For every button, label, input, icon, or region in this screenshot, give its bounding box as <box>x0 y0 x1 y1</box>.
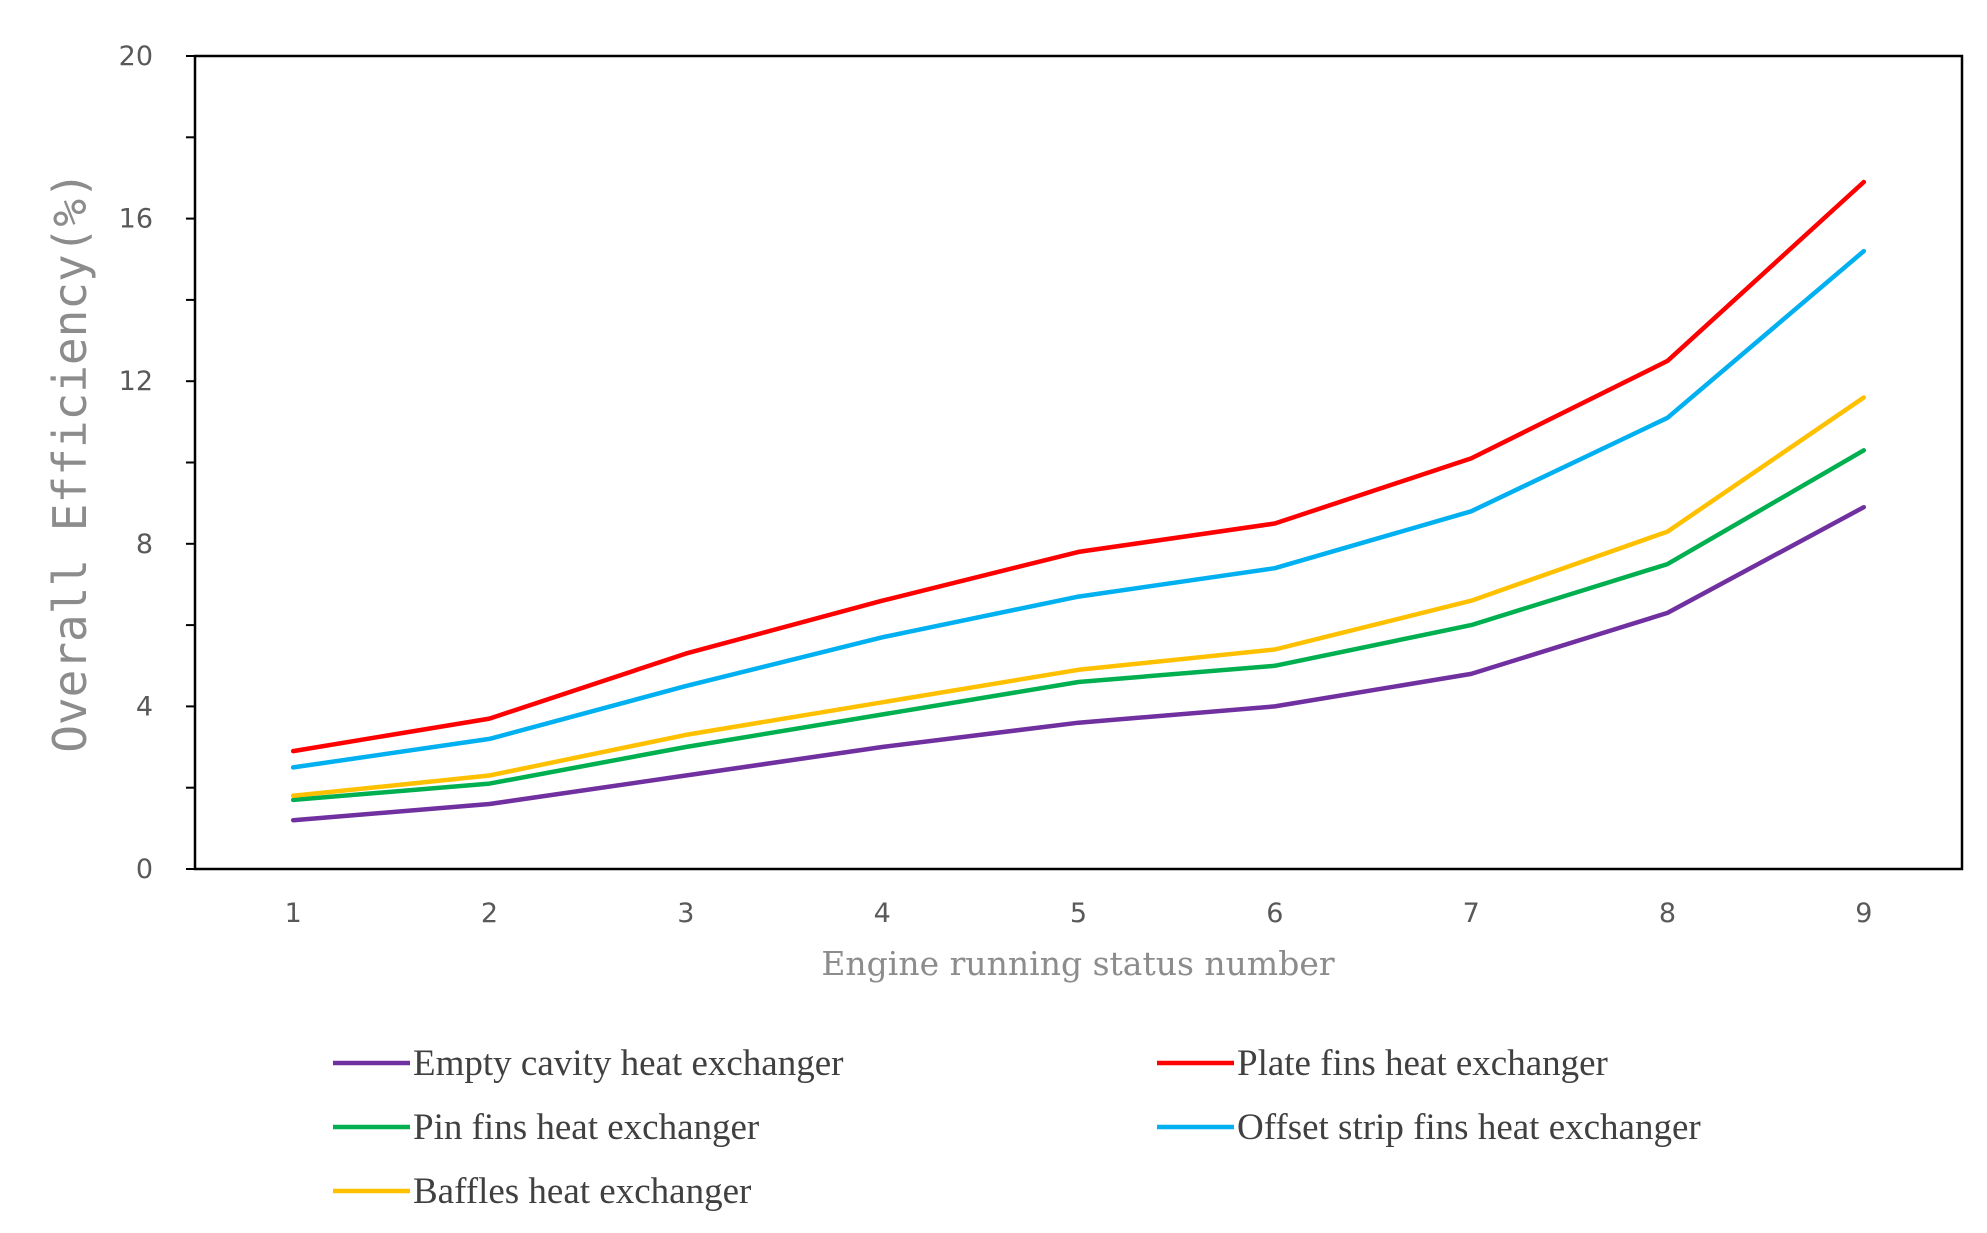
x-axis-ticks: 1 2 3 4 5 6 7 8 9 <box>285 898 1873 929</box>
series-line-4 <box>290 248 1867 770</box>
legend-item: Baffles heat exchanger <box>333 1171 751 1212</box>
legend-item: Empty cavity heat exchanger <box>333 1043 843 1084</box>
y-tick-label: 16 <box>119 204 153 235</box>
plot-frame <box>193 54 1964 871</box>
legend: Empty cavity heat exchanger Plate fins he… <box>333 1043 1701 1212</box>
series-line-2 <box>290 179 1867 754</box>
series-line-5 <box>290 395 1867 799</box>
x-tick-label: 2 <box>481 898 498 929</box>
legend-item: Offset strip fins heat exchanger <box>1157 1107 1701 1148</box>
legend-item: Pin fins heat exchanger <box>333 1107 759 1148</box>
legend-label: Offset strip fins heat exchanger <box>1237 1107 1701 1148</box>
y-axis-ticks: 0 4 8 12 16 20 <box>119 41 195 885</box>
x-tick-label: 5 <box>1070 898 1087 929</box>
y-tick-label: 20 <box>119 41 153 72</box>
series-line-1 <box>290 504 1867 823</box>
y-tick-label: 8 <box>136 529 153 560</box>
legend-label: Pin fins heat exchanger <box>413 1107 759 1148</box>
legend-label: Plate fins heat exchanger <box>1237 1043 1608 1084</box>
y-tick-label: 12 <box>119 366 153 397</box>
y-tick-label: 0 <box>136 854 153 885</box>
x-tick-label: 8 <box>1659 898 1676 929</box>
legend-label: Baffles heat exchanger <box>413 1171 751 1212</box>
legend-label: Empty cavity heat exchanger <box>413 1043 843 1084</box>
x-axis-title: Engine running status number <box>821 944 1335 983</box>
x-tick-label: 3 <box>677 898 694 929</box>
x-tick-label: 6 <box>1266 898 1283 929</box>
legend-item: Plate fins heat exchanger <box>1157 1043 1608 1084</box>
series-lines <box>290 179 1867 823</box>
x-tick-label: 7 <box>1463 898 1480 929</box>
x-tick-label: 9 <box>1855 898 1872 929</box>
x-tick-label: 4 <box>874 898 891 929</box>
y-tick-label: 4 <box>136 691 153 722</box>
x-tick-label: 1 <box>285 898 302 929</box>
series-line-3 <box>290 448 1867 803</box>
y-axis-title: Overall Efficiency(%) <box>43 171 97 753</box>
